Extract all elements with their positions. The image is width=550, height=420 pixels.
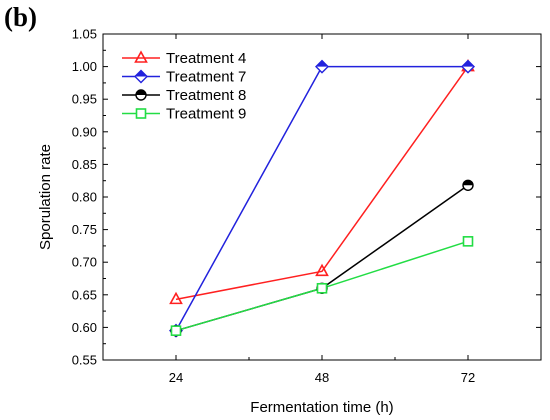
y-axis-title: Sporulation rate	[37, 144, 54, 250]
y-tick-label: 1.05	[72, 27, 97, 42]
legend-label-treatment-4: Treatment 4	[166, 50, 246, 67]
legend-marker-treatment-7	[134, 69, 148, 84]
y-tick-label: 0.80	[72, 190, 97, 205]
y-tick-label: 0.55	[72, 353, 97, 368]
series-line-treatment-8	[175, 184, 469, 332]
data-point-treatment-8	[462, 179, 474, 191]
legend-marker-treatment-4	[134, 50, 148, 63]
data-point-treatment-4	[169, 291, 183, 305]
data-point-treatment-9	[316, 282, 328, 294]
x-axis-title: Fermentation time (h)	[250, 399, 393, 416]
x-tick-label: 24	[169, 370, 183, 385]
panel-label: (b)	[4, 2, 37, 32]
y-tick-label: 0.90	[72, 124, 97, 139]
x-tick-label: 72	[461, 370, 475, 385]
y-tick-label: 0.60	[72, 320, 97, 335]
y-tick-label: 0.95	[72, 92, 97, 107]
data-point-treatment-9	[170, 325, 182, 336]
y-tick-label: 0.75	[72, 222, 97, 237]
y-tick-label: 1.00	[72, 59, 97, 74]
legend-marker-treatment-9	[135, 108, 147, 119]
x-axis: 24 48 72	[169, 34, 475, 385]
series-group	[169, 58, 475, 338]
series-line-treatment-4	[175, 66, 469, 301]
x-tick-label: 48	[315, 370, 329, 385]
y-tick-label: 0.85	[72, 157, 97, 172]
data-point-treatment-4	[315, 263, 329, 277]
data-point-treatment-7	[315, 59, 329, 74]
legend-label-treatment-9: Treatment 9	[166, 106, 246, 123]
data-point-treatment-9	[462, 236, 474, 247]
y-axis: 0.55 0.60 0.65 0.70 0.75 0.80 0.85 0.90 0.95 1.00…	[72, 27, 541, 368]
data-point-treatment-7	[461, 59, 475, 74]
legend-label-treatment-7: Treatment 7	[166, 69, 246, 86]
y-tick-label: 0.70	[72, 255, 97, 270]
y-tick-label: 0.65	[72, 287, 97, 302]
legend-label-treatment-8: Treatment 8	[166, 87, 246, 104]
legend-marker-treatment-8	[135, 89, 147, 101]
